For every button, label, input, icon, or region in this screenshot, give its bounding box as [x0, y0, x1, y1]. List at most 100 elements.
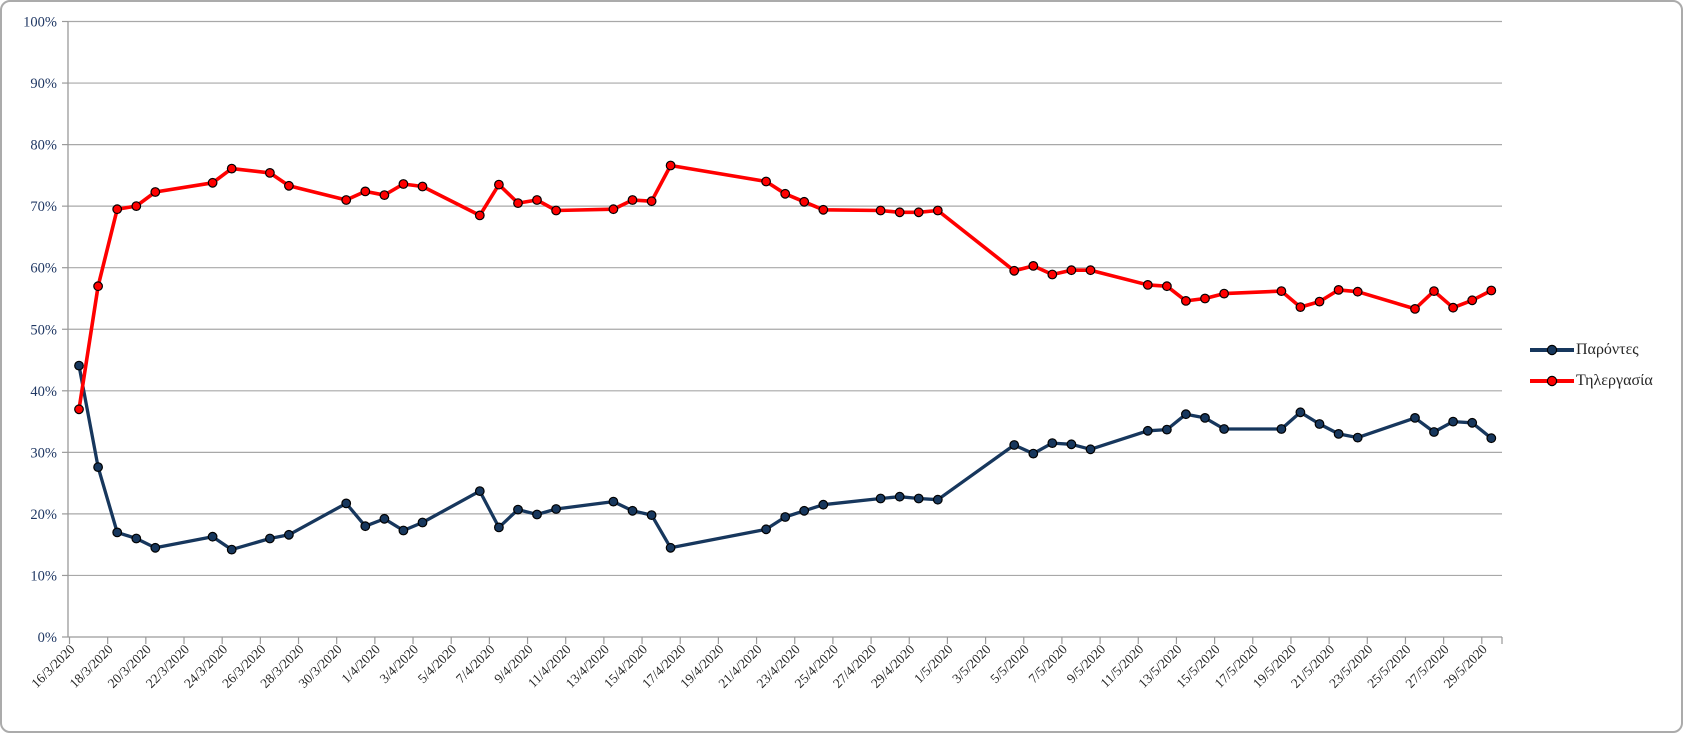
- data-point-marker[interactable]: [360, 186, 371, 197]
- legend-item-tilergasia[interactable]: Τηλεργασία: [1530, 370, 1653, 392]
- data-point-marker[interactable]: [1448, 416, 1458, 427]
- data-point-marker[interactable]: [551, 504, 561, 514]
- data-point-marker[interactable]: [341, 498, 352, 509]
- data-point-marker[interactable]: [818, 499, 829, 510]
- data-point-marker[interactable]: [532, 509, 542, 520]
- data-point-marker[interactable]: [799, 505, 810, 516]
- data-point-marker[interactable]: [932, 494, 943, 505]
- data-point-marker[interactable]: [1333, 285, 1344, 295]
- data-point-marker[interactable]: [665, 160, 676, 171]
- data-point-marker[interactable]: [341, 195, 352, 205]
- data-point-marker[interactable]: [780, 512, 791, 522]
- data-point-marker[interactable]: [761, 524, 771, 535]
- legend-item-parontes[interactable]: Παρόντες: [1530, 339, 1639, 361]
- data-point-marker[interactable]: [1410, 304, 1420, 314]
- data-point-marker[interactable]: [1295, 407, 1306, 418]
- data-point-marker[interactable]: [74, 360, 84, 371]
- data-point-marker[interactable]: [799, 196, 810, 207]
- data-point-marker[interactable]: [1180, 409, 1191, 420]
- data-point-marker[interactable]: [1486, 285, 1497, 296]
- data-point-marker[interactable]: [894, 491, 905, 502]
- data-point-marker[interactable]: [1314, 296, 1325, 307]
- data-point-marker[interactable]: [1467, 417, 1478, 428]
- data-point-marker[interactable]: [398, 179, 409, 189]
- data-point-marker[interactable]: [494, 179, 504, 190]
- data-point-marker[interactable]: [932, 205, 943, 216]
- data-point-marker[interactable]: [1333, 429, 1344, 439]
- data-point-marker[interactable]: [1429, 286, 1439, 297]
- data-point-marker[interactable]: [284, 529, 294, 540]
- data-point-marker[interactable]: [608, 204, 619, 215]
- data-point-marker[interactable]: [646, 196, 657, 207]
- data-point-marker[interactable]: [226, 544, 237, 555]
- data-point-marker[interactable]: [1009, 440, 1020, 450]
- data-point-marker[interactable]: [207, 531, 218, 542]
- data-point-marker[interactable]: [112, 527, 123, 538]
- data-point-marker[interactable]: [265, 533, 275, 544]
- data-point-marker[interactable]: [894, 207, 905, 218]
- data-point-marker[interactable]: [1200, 293, 1210, 304]
- data-point-marker[interactable]: [494, 522, 504, 533]
- data-point-marker[interactable]: [913, 207, 924, 218]
- data-point-marker[interactable]: [875, 493, 886, 504]
- data-point-marker[interactable]: [93, 462, 103, 473]
- data-point-marker[interactable]: [1448, 302, 1458, 313]
- data-point-marker[interactable]: [474, 486, 485, 497]
- data-point-marker[interactable]: [150, 187, 161, 197]
- data-point-marker[interactable]: [818, 204, 829, 215]
- data-point-marker[interactable]: [665, 542, 676, 553]
- data-point-marker[interactable]: [913, 493, 924, 504]
- data-point-marker[interactable]: [1009, 265, 1020, 276]
- data-point-marker[interactable]: [608, 496, 619, 507]
- data-point-marker[interactable]: [379, 513, 390, 524]
- data-point-marker[interactable]: [1066, 439, 1077, 450]
- data-point-marker[interactable]: [1467, 295, 1478, 306]
- data-point-marker[interactable]: [1352, 432, 1363, 443]
- data-point-marker[interactable]: [265, 167, 275, 178]
- data-point-marker[interactable]: [627, 505, 638, 516]
- data-point-marker[interactable]: [551, 205, 561, 216]
- data-point-marker[interactable]: [1219, 424, 1229, 434]
- data-point-marker[interactable]: [417, 517, 428, 528]
- data-point-marker[interactable]: [646, 510, 657, 520]
- data-point-marker[interactable]: [532, 195, 542, 205]
- data-point-marker[interactable]: [1410, 413, 1420, 423]
- data-point-marker[interactable]: [1429, 427, 1439, 437]
- data-point-marker[interactable]: [226, 163, 237, 174]
- data-point-marker[interactable]: [1295, 302, 1306, 313]
- data-point-marker[interactable]: [1028, 261, 1039, 271]
- data-point-marker[interactable]: [1276, 424, 1287, 434]
- data-point-marker[interactable]: [207, 177, 218, 188]
- data-point-marker[interactable]: [513, 504, 523, 515]
- data-point-marker[interactable]: [1085, 444, 1096, 455]
- data-point-marker[interactable]: [1085, 265, 1096, 276]
- data-point-marker[interactable]: [1200, 413, 1210, 423]
- data-point-marker[interactable]: [1276, 286, 1287, 297]
- data-point-marker[interactable]: [1028, 448, 1039, 459]
- data-point-marker[interactable]: [1180, 296, 1191, 306]
- data-point-marker[interactable]: [1314, 419, 1325, 429]
- data-point-marker[interactable]: [761, 176, 771, 187]
- series-line-parontes[interactable]: [77, 363, 1493, 552]
- data-point-marker[interactable]: [379, 190, 390, 201]
- data-point-marker[interactable]: [627, 195, 638, 205]
- data-point-marker[interactable]: [1142, 425, 1153, 436]
- data-point-marker[interactable]: [1486, 433, 1497, 444]
- data-point-marker[interactable]: [93, 281, 103, 292]
- data-point-marker[interactable]: [131, 533, 142, 544]
- data-point-marker[interactable]: [1142, 280, 1153, 290]
- data-point-marker[interactable]: [1047, 269, 1058, 280]
- data-point-marker[interactable]: [780, 188, 791, 199]
- data-point-marker[interactable]: [112, 204, 123, 215]
- data-point-marker[interactable]: [150, 542, 161, 553]
- data-point-marker[interactable]: [474, 210, 485, 221]
- data-point-marker[interactable]: [1066, 265, 1077, 276]
- data-point-marker[interactable]: [74, 404, 84, 415]
- data-point-marker[interactable]: [1352, 286, 1363, 297]
- data-point-marker[interactable]: [875, 205, 886, 216]
- data-point-marker[interactable]: [1161, 424, 1172, 435]
- data-point-marker[interactable]: [1047, 438, 1058, 449]
- data-point-marker[interactable]: [1219, 288, 1229, 299]
- data-point-marker[interactable]: [417, 181, 428, 192]
- data-point-marker[interactable]: [513, 198, 523, 209]
